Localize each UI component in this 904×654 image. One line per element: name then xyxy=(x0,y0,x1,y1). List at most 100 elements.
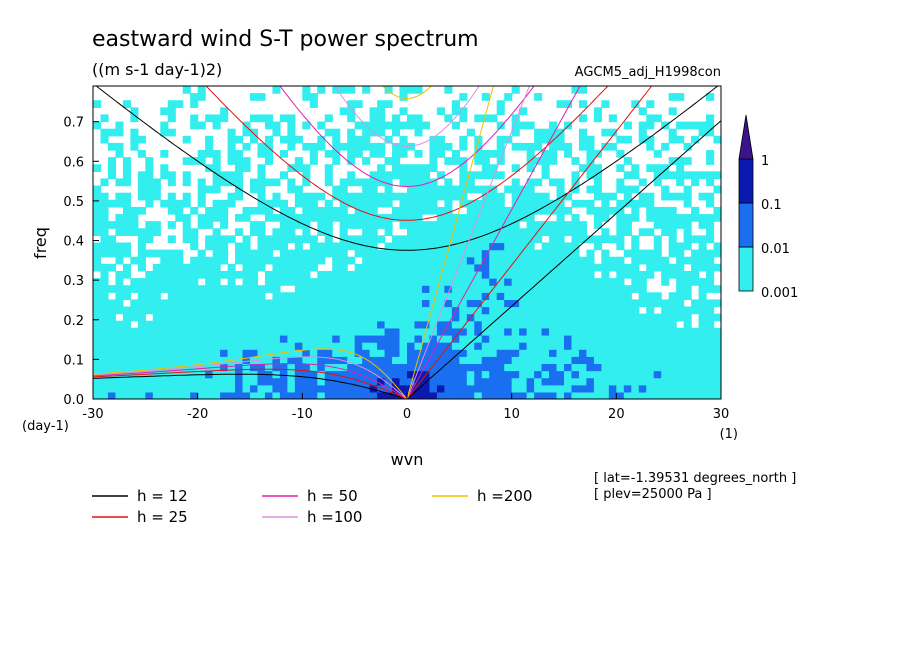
heat-cell xyxy=(347,221,356,229)
heat-cell xyxy=(220,256,229,265)
heat-cell xyxy=(578,199,588,208)
heat-cell xyxy=(399,171,408,180)
heat-cell xyxy=(698,320,707,329)
heat-cell xyxy=(197,263,206,272)
heat-cell xyxy=(272,327,281,336)
heat-cell xyxy=(272,214,281,222)
heat-cell xyxy=(152,192,161,201)
heat-cell xyxy=(534,221,543,229)
heat-cell xyxy=(676,349,685,357)
heat-cell xyxy=(317,292,326,301)
heat-cell xyxy=(421,384,431,393)
heat-cell xyxy=(668,349,677,357)
heat-cell xyxy=(616,278,625,286)
heat-cell xyxy=(220,235,229,244)
heat-cell xyxy=(511,128,520,137)
heat-cell xyxy=(250,256,259,265)
heat-cell xyxy=(489,363,498,372)
heat-cell xyxy=(362,270,371,279)
heat-cell xyxy=(264,278,274,286)
heat-cell xyxy=(631,384,640,393)
heat-cell xyxy=(638,192,647,201)
heat-cell xyxy=(242,285,251,293)
heat-cell xyxy=(526,199,535,208)
heat-cell xyxy=(496,157,505,165)
heat-cell xyxy=(601,349,610,357)
heat-cell xyxy=(264,342,274,350)
heat-cell xyxy=(384,270,393,279)
heat-cell xyxy=(264,199,274,208)
heat-cell xyxy=(175,384,184,393)
heat-cell xyxy=(616,370,625,379)
heat-cell xyxy=(608,391,617,399)
heat-cell xyxy=(317,334,326,343)
rossby-curve xyxy=(93,348,408,399)
heat-cell xyxy=(496,334,505,343)
heat-cell xyxy=(220,327,229,336)
heat-cell xyxy=(250,299,259,308)
heat-cell xyxy=(137,242,146,251)
heat-cell xyxy=(571,391,580,399)
heat-cell xyxy=(429,370,438,379)
heat-cell xyxy=(399,178,408,187)
heat-cell xyxy=(444,86,453,94)
heat-cell xyxy=(347,285,356,293)
heat-cell xyxy=(549,363,558,372)
heat-cell xyxy=(661,142,670,151)
heat-cell xyxy=(601,199,610,208)
heat-cell xyxy=(429,256,438,265)
heat-cell xyxy=(706,228,715,236)
heat-cell xyxy=(616,363,625,372)
heat-cell xyxy=(115,121,124,130)
heat-cell xyxy=(317,206,326,215)
heat-cell xyxy=(646,249,655,258)
heat-cell xyxy=(421,192,431,201)
colorbar-label: 0.001 xyxy=(761,286,798,301)
heat-cell xyxy=(182,235,191,244)
heat-cell xyxy=(279,270,288,279)
heat-cell xyxy=(205,142,214,151)
heat-cell xyxy=(130,285,139,293)
heat-cell xyxy=(287,342,296,350)
heat-cell xyxy=(399,242,408,251)
heat-cell xyxy=(646,306,655,315)
heat-cell xyxy=(309,292,318,301)
heat-cell xyxy=(429,150,438,158)
heat-cell xyxy=(414,377,423,386)
heat-cell xyxy=(347,242,356,251)
heat-cell xyxy=(152,278,161,286)
heat-cell xyxy=(601,235,610,244)
heat-cell xyxy=(578,164,588,172)
heat-cell xyxy=(541,192,550,201)
heat-cell xyxy=(668,221,677,229)
heat-cell xyxy=(152,185,161,194)
heat-cell xyxy=(526,249,535,258)
heat-cell xyxy=(586,171,595,180)
heat-cell xyxy=(459,349,468,357)
heat-cell xyxy=(309,235,318,244)
heat-cell xyxy=(414,235,423,244)
heat-cell xyxy=(190,206,199,215)
heat-cell xyxy=(414,150,423,158)
heat-cell xyxy=(332,150,341,158)
heat-cell xyxy=(661,256,670,265)
heat-cell xyxy=(601,128,610,137)
heat-cell xyxy=(653,292,662,301)
heat-cell xyxy=(145,320,154,329)
heat-cell xyxy=(182,299,191,308)
heat-cell xyxy=(354,342,363,350)
heat-cell xyxy=(459,199,468,208)
heat-cell xyxy=(160,334,169,343)
heat-cell xyxy=(676,221,685,229)
heat-cell xyxy=(347,278,356,286)
heat-cell xyxy=(706,320,715,329)
heat-cell xyxy=(429,356,438,365)
heat-cell xyxy=(137,192,146,201)
heat-cell xyxy=(459,221,468,229)
heat-cell xyxy=(436,278,445,286)
heat-cell xyxy=(399,313,408,322)
heat-cell xyxy=(309,313,318,322)
heat-cell xyxy=(706,128,715,137)
heat-cell xyxy=(317,313,326,322)
heat-cell xyxy=(302,93,311,101)
